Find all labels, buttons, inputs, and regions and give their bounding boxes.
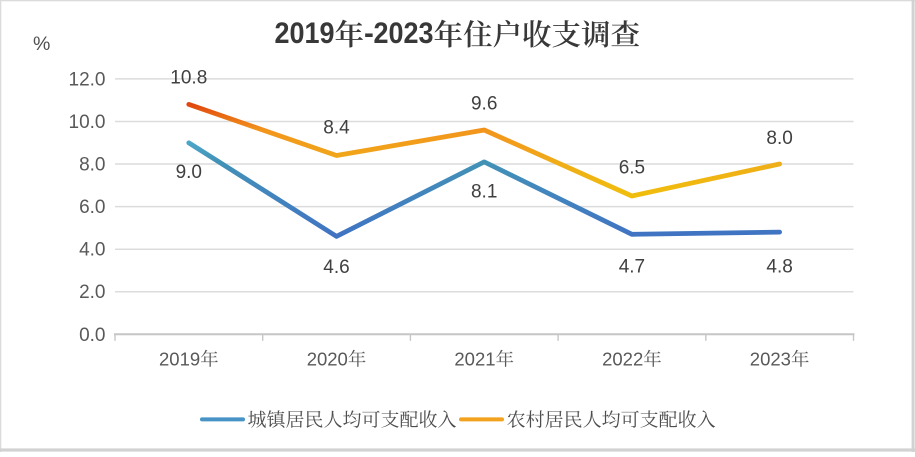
svg-text:8.1: 8.1 [471,182,497,203]
svg-text:6.5: 6.5 [619,158,645,179]
svg-text:2023: 2023 [750,349,791,370]
svg-text:8.0: 8.0 [766,128,792,149]
svg-text:8.4: 8.4 [323,118,350,139]
svg-text:2020: 2020 [307,349,348,370]
svg-text:4.7: 4.7 [619,256,645,277]
svg-text:-: - [364,17,374,50]
svg-text:2019: 2019 [159,349,200,370]
svg-text:4.6: 4.6 [323,257,349,278]
svg-text:0.0: 0.0 [79,325,105,346]
svg-text:8.0: 8.0 [79,155,105,176]
svg-text:2019: 2019 [275,17,335,50]
svg-text:4.8: 4.8 [766,256,792,277]
svg-text:12.0: 12.0 [69,69,106,90]
svg-text:10.0: 10.0 [69,112,106,133]
svg-text:9.6: 9.6 [471,94,497,115]
svg-text:9.0: 9.0 [176,162,202,183]
svg-text:10.8: 10.8 [170,68,207,89]
svg-text:2021: 2021 [454,349,495,370]
svg-text:2023: 2023 [374,17,434,50]
svg-text:4.0: 4.0 [79,240,105,261]
svg-text:2022: 2022 [602,349,643,370]
svg-text:6.0: 6.0 [79,197,105,218]
svg-text:2.0: 2.0 [79,282,105,303]
svg-text:%: % [33,33,50,55]
